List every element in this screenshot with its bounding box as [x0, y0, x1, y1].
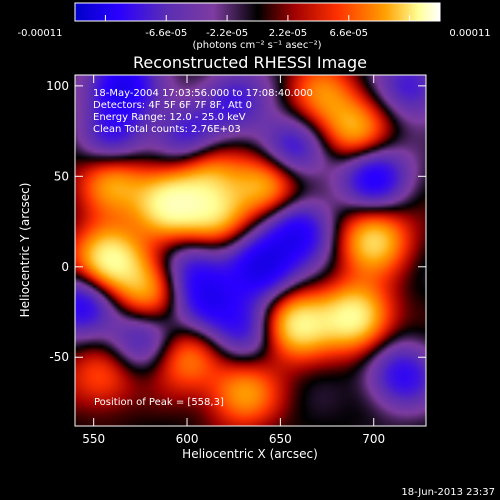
colorbar-frame: [74, 2, 441, 22]
colorbar-tick-label: 6.6e-05: [330, 28, 368, 39]
x-axis-label: Heliocentric X (arcsec): [182, 447, 318, 461]
colorbar: -0.00011 -6.6e-05 -2.2e-05 2.2e-05 6.6e-05 0.…: [18, 2, 491, 51]
colorbar-tick-labels: -0.00011 -6.6e-05 -2.2e-05 2.2e-05 6.6e-05 0.…: [18, 28, 491, 39]
peak-position-label: Position of Peak = [558,3]: [94, 397, 224, 408]
plot-frame: [74, 74, 427, 427]
colorbar-ticks: [104, 15, 411, 21]
y-axis-label: Heliocentric Y (arcsec): [18, 183, 32, 318]
colorbar-tick-label: 0.00011: [449, 28, 490, 39]
colorbar-tick-label: -2.2e-05: [206, 28, 248, 39]
colorbar-tick-label: -0.00011: [18, 28, 63, 39]
annotation-line: 18-May-2004 17:03:56.000 to 17:08:40.000: [93, 88, 313, 99]
x-tick-label: 700: [362, 432, 385, 446]
y-tick-label: 0: [61, 260, 69, 274]
colorbar-tick-label: 2.2e-05: [269, 28, 307, 39]
y-tick-label: -50: [49, 350, 69, 364]
axis-tick-labels: 550 600 650 700 100 50 0 -50: [46, 79, 385, 446]
annotation-line: Detectors: 4F 5F 6F 7F 8F, Att 0: [93, 100, 252, 111]
y-tick-label: 100: [46, 79, 69, 93]
footer-timestamp: 18-Jun-2013 23:37: [401, 487, 495, 498]
heatmap-image: [75, 75, 426, 426]
x-tick-label: 650: [269, 432, 292, 446]
axis-ticks: [75, 75, 426, 426]
x-tick-label: 600: [176, 432, 199, 446]
colorbar-gradient: [75, 3, 440, 21]
annotation-block: 18-May-2004 17:03:56.000 to 17:08:40.000…: [93, 88, 313, 135]
y-tick-label: 50: [54, 169, 69, 183]
annotation-line: Energy Range: 12.0 - 25.0 keV: [93, 112, 246, 123]
annotation-line: Clean Total counts: 2.76E+03: [93, 124, 241, 135]
x-tick-label: 550: [82, 432, 105, 446]
heatmap-container: [75, 75, 426, 426]
chart-title: Reconstructed RHESSI Image: [133, 53, 367, 72]
colorbar-tick-label: -6.6e-05: [145, 28, 187, 39]
colorbar-unit-label: (photons cm⁻² s⁻¹ asec⁻²): [192, 40, 321, 51]
